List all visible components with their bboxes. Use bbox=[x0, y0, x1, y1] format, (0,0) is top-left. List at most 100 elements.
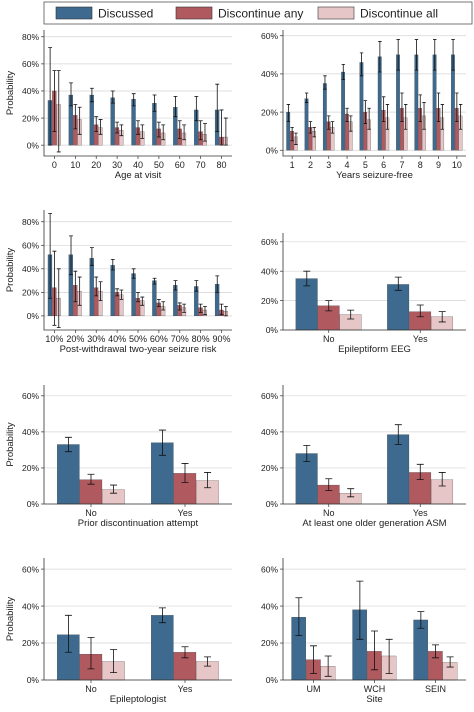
x-tick-label: 40% bbox=[108, 334, 126, 344]
error-bar bbox=[330, 121, 335, 134]
error-bar bbox=[177, 120, 182, 139]
bar bbox=[152, 280, 157, 317]
x-tick-label: 10% bbox=[45, 334, 63, 344]
y-tick-label: 60% bbox=[22, 391, 39, 401]
error-bar bbox=[436, 92, 441, 123]
bar bbox=[131, 273, 136, 317]
error-bar bbox=[161, 124, 166, 141]
error-bar bbox=[394, 424, 402, 445]
error-bar bbox=[204, 656, 212, 667]
error-bar bbox=[73, 270, 78, 303]
x-axis-label: Epileptiform EEG bbox=[338, 344, 411, 355]
error-bar bbox=[394, 276, 402, 291]
error-bar bbox=[203, 306, 207, 316]
error-bar bbox=[110, 649, 118, 674]
error-bar bbox=[363, 100, 368, 124]
error-bar bbox=[182, 124, 187, 141]
error-bar bbox=[98, 119, 103, 135]
error-bar bbox=[119, 289, 124, 300]
error-bar bbox=[152, 94, 157, 112]
legend: Discussed Discontinue any Discontinue all bbox=[43, 1, 473, 25]
error-bar bbox=[110, 90, 115, 104]
error-bar bbox=[325, 300, 333, 312]
error-bar bbox=[385, 104, 390, 130]
x-tick-label: Yes bbox=[178, 508, 193, 518]
error-bar bbox=[295, 597, 303, 637]
y-tick-label: 60% bbox=[261, 391, 278, 401]
y-tick-label: 60% bbox=[261, 564, 278, 574]
bar bbox=[110, 97, 115, 146]
y-tick-label: 20% bbox=[22, 288, 39, 298]
y-tick-label: 0% bbox=[27, 675, 40, 685]
y-tick-label: 60% bbox=[261, 237, 278, 247]
bar bbox=[304, 98, 309, 151]
error-bar bbox=[158, 429, 166, 456]
error-bar bbox=[223, 117, 228, 146]
y-tick-label: 40% bbox=[261, 601, 278, 611]
error-bar bbox=[87, 473, 95, 485]
error-bar bbox=[327, 115, 331, 130]
error-bar bbox=[341, 63, 345, 81]
x-tick-label: 5 bbox=[363, 160, 368, 170]
x-tick-label: WCH bbox=[364, 684, 386, 694]
x-axis-label: Post-withdrawal two-year seizure risk bbox=[60, 344, 217, 355]
legend-frame bbox=[43, 1, 473, 25]
error-bar bbox=[404, 104, 408, 130]
error-bar bbox=[325, 478, 333, 491]
y-tick-label: 0% bbox=[27, 311, 40, 321]
x-tick-label: 30% bbox=[87, 334, 105, 344]
legend-swatch-2 bbox=[317, 6, 355, 20]
error-bar bbox=[52, 70, 57, 133]
error-bar bbox=[451, 39, 455, 71]
legend-label-0: Discussed bbox=[98, 7, 153, 21]
axis-lines bbox=[43, 558, 232, 681]
error-bar bbox=[136, 291, 140, 303]
error-bar bbox=[371, 630, 378, 671]
error-bar bbox=[119, 124, 124, 137]
x-tick-label: 80 bbox=[217, 160, 227, 170]
y-tick-label: 40% bbox=[22, 86, 39, 96]
x-tick-label: 3 bbox=[326, 160, 331, 170]
error-bar bbox=[303, 445, 311, 463]
x-axis-label: Site bbox=[366, 694, 382, 705]
error-bar bbox=[110, 259, 115, 271]
error-bar bbox=[98, 281, 103, 301]
y-tick-label: 20% bbox=[261, 296, 278, 306]
y-tick-label: 20% bbox=[22, 463, 39, 473]
y-tick-label: 40% bbox=[261, 266, 278, 276]
error-bar bbox=[161, 301, 166, 311]
error-bar bbox=[73, 104, 78, 130]
axis-lines bbox=[43, 210, 232, 331]
error-bar bbox=[198, 303, 203, 313]
axis-lines bbox=[282, 30, 466, 157]
error-bar bbox=[203, 123, 207, 142]
x-axis-label: Prior discontinuation attempt bbox=[78, 518, 199, 529]
error-bar bbox=[414, 39, 419, 71]
y-tick-label: 40% bbox=[261, 427, 278, 437]
x-tick-label: 20 bbox=[91, 160, 101, 170]
bar bbox=[387, 284, 410, 331]
x-tick-label: 4 bbox=[345, 160, 350, 170]
error-bar bbox=[77, 276, 82, 306]
error-bar bbox=[52, 250, 57, 326]
bar bbox=[57, 444, 80, 505]
x-tick-label: Yes bbox=[178, 684, 193, 694]
error-bar bbox=[215, 275, 220, 293]
error-bar bbox=[89, 247, 94, 266]
error-bar bbox=[438, 311, 446, 323]
bar bbox=[89, 94, 94, 146]
chart-panel-0: 0% 20% 40% 60% 80% 0 10 20 30 40 50 60 70 80 Age at vi… bbox=[5, 30, 232, 181]
error-bar bbox=[324, 655, 332, 677]
y-tick-label: 60% bbox=[22, 240, 39, 250]
error-bar bbox=[181, 646, 189, 659]
y-tick-label: 40% bbox=[22, 264, 39, 274]
x-tick-label: No bbox=[85, 684, 97, 694]
x-tick-label: 6 bbox=[381, 160, 386, 170]
y-axis-label: Probability bbox=[5, 422, 16, 467]
x-tick-label: 40 bbox=[133, 160, 143, 170]
axis-lines bbox=[282, 385, 466, 505]
y-axis-label: Probability bbox=[5, 71, 16, 116]
